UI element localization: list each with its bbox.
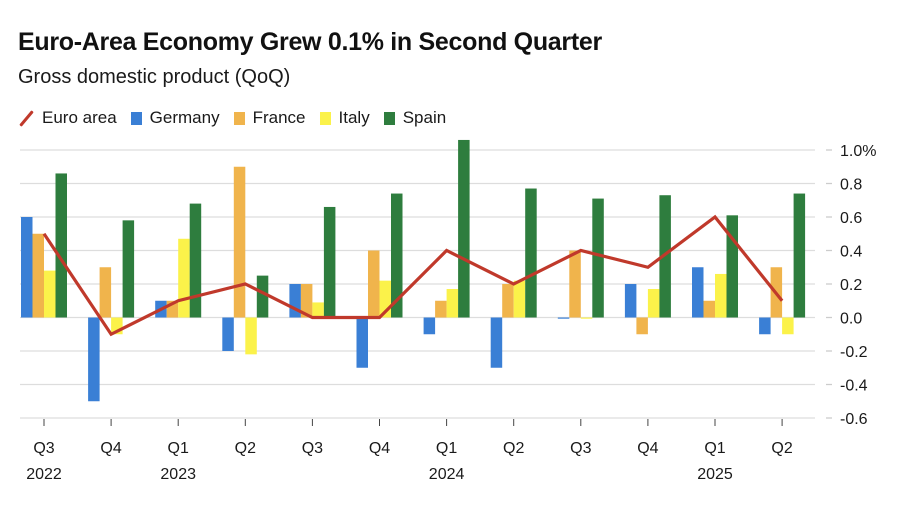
y-tick-label: 0.2 [840,277,862,294]
y-tick-label: 1.0% [840,143,876,160]
bar-spain [726,215,738,318]
legend-label: France [252,108,306,127]
bar-france [300,284,313,318]
legend-label: Euro area [42,108,117,127]
x-tick-label-year: 2024 [429,466,465,483]
euro-area-line [42,214,784,337]
legend-label: Italy [338,108,370,127]
x-tick-label-quarter: Q2 [771,440,792,457]
line-euro-area [42,214,784,337]
bar-france [636,317,648,335]
bar-france [569,250,581,318]
x-tick-label-quarter: Q2 [235,440,256,457]
x-tick-label-quarter: Q4 [369,440,390,457]
color-swatch-icon [383,111,395,125]
chart-title: Euro-Area Economy Grew 0.1% in Second Qu… [18,28,602,56]
legend-item-spain: Spain [383,108,447,128]
bar-germany [88,317,100,402]
gridlines [20,149,815,419]
y-tick-label: 0.6 [840,210,862,227]
x-axis: Q3 2022 Q4 Q1 2023 Q2 Q3 Q4 Q1 2024 Q2 Q3 Q4 Q1 2025 Q2 [26,419,793,483]
x-tick-label-quarter: Q3 [302,440,323,457]
bar-germany [557,317,570,319]
y-tick-label: -0.6 [840,411,868,428]
bar-france [99,267,112,318]
bar-italy [44,270,56,318]
bar-spain [458,139,470,318]
bar-france [703,300,715,318]
x-tick-label-year: 2025 [697,466,733,483]
bar-italy [446,289,459,318]
bar-italy [111,317,123,335]
legend-label: Germany [149,108,220,127]
x-tick-label-quarter: Q4 [100,440,121,457]
x-tick-label-quarter: Q1 [168,440,189,457]
bar-spain [55,173,67,318]
x-tick-label-quarter: Q1 [704,440,725,457]
bar-spain [189,203,202,318]
bar-italy [715,273,727,318]
bar-italy [580,317,593,319]
legend-item-euro-area: Euro area [18,108,117,128]
bar-spain [256,275,269,318]
bar-france [368,250,380,318]
y-tick-label: -0.4 [840,378,868,395]
bar-france [233,166,246,318]
bar-germany [759,317,771,335]
x-tick-label-year: 2023 [160,466,196,483]
legend-item-germany: Germany [130,108,220,128]
legend: Euro area Germany France Italy Spain [18,108,460,128]
bar-germany [490,317,503,368]
bar-france [32,233,44,318]
color-swatch-icon [319,111,331,125]
bar-germany [624,284,637,318]
bar-italy [513,280,526,318]
legend-item-italy: Italy [319,108,370,128]
bar-spain [323,206,336,318]
bar-spain [659,195,671,318]
y-tick-label: 0.8 [840,177,862,194]
bar-italy [647,289,660,318]
y-tick-label: 0.0 [840,311,862,328]
x-tick-label-quarter: Q3 [33,440,54,457]
bar-italy [782,317,794,335]
bar-italy [379,280,391,318]
bar-italy [178,238,190,318]
bar-germany [692,267,704,318]
bar-germany [356,317,368,368]
bar-spain [122,220,135,318]
legend-item-france: France [233,108,306,128]
bar-france [166,300,179,318]
bar-germany [289,284,301,318]
legend-label: Spain [402,108,447,127]
bar-italy [312,302,324,318]
x-tick-label-quarter: Q1 [436,440,457,457]
x-tick-label-quarter: Q3 [570,440,591,457]
color-swatch-icon [130,111,142,125]
color-swatch-icon [233,111,245,125]
bar-spain [525,188,537,318]
bar-germany [21,217,33,318]
y-tick-label: -0.2 [840,344,868,361]
y-axis: 1.0% 0.8 0.6 0.4 0.2 0.0 -0.2 -0.4 -0.6 [826,143,876,428]
y-tick-label: 0.4 [840,244,862,261]
bar-spain [793,193,806,318]
chart-subtitle: Gross domestic product (QoQ) [18,66,291,88]
bar-spain [391,193,403,318]
x-tick-label-year: 2022 [26,466,62,483]
x-tick-label-quarter: Q2 [503,440,524,457]
bar-france [435,300,447,318]
bar-spain [592,198,604,318]
bar-italy [245,317,257,355]
bar-germany [423,317,436,335]
x-tick-label-quarter: Q4 [637,440,658,457]
bar-germany [222,317,234,351]
bars [21,139,806,402]
bar-france [502,284,514,318]
